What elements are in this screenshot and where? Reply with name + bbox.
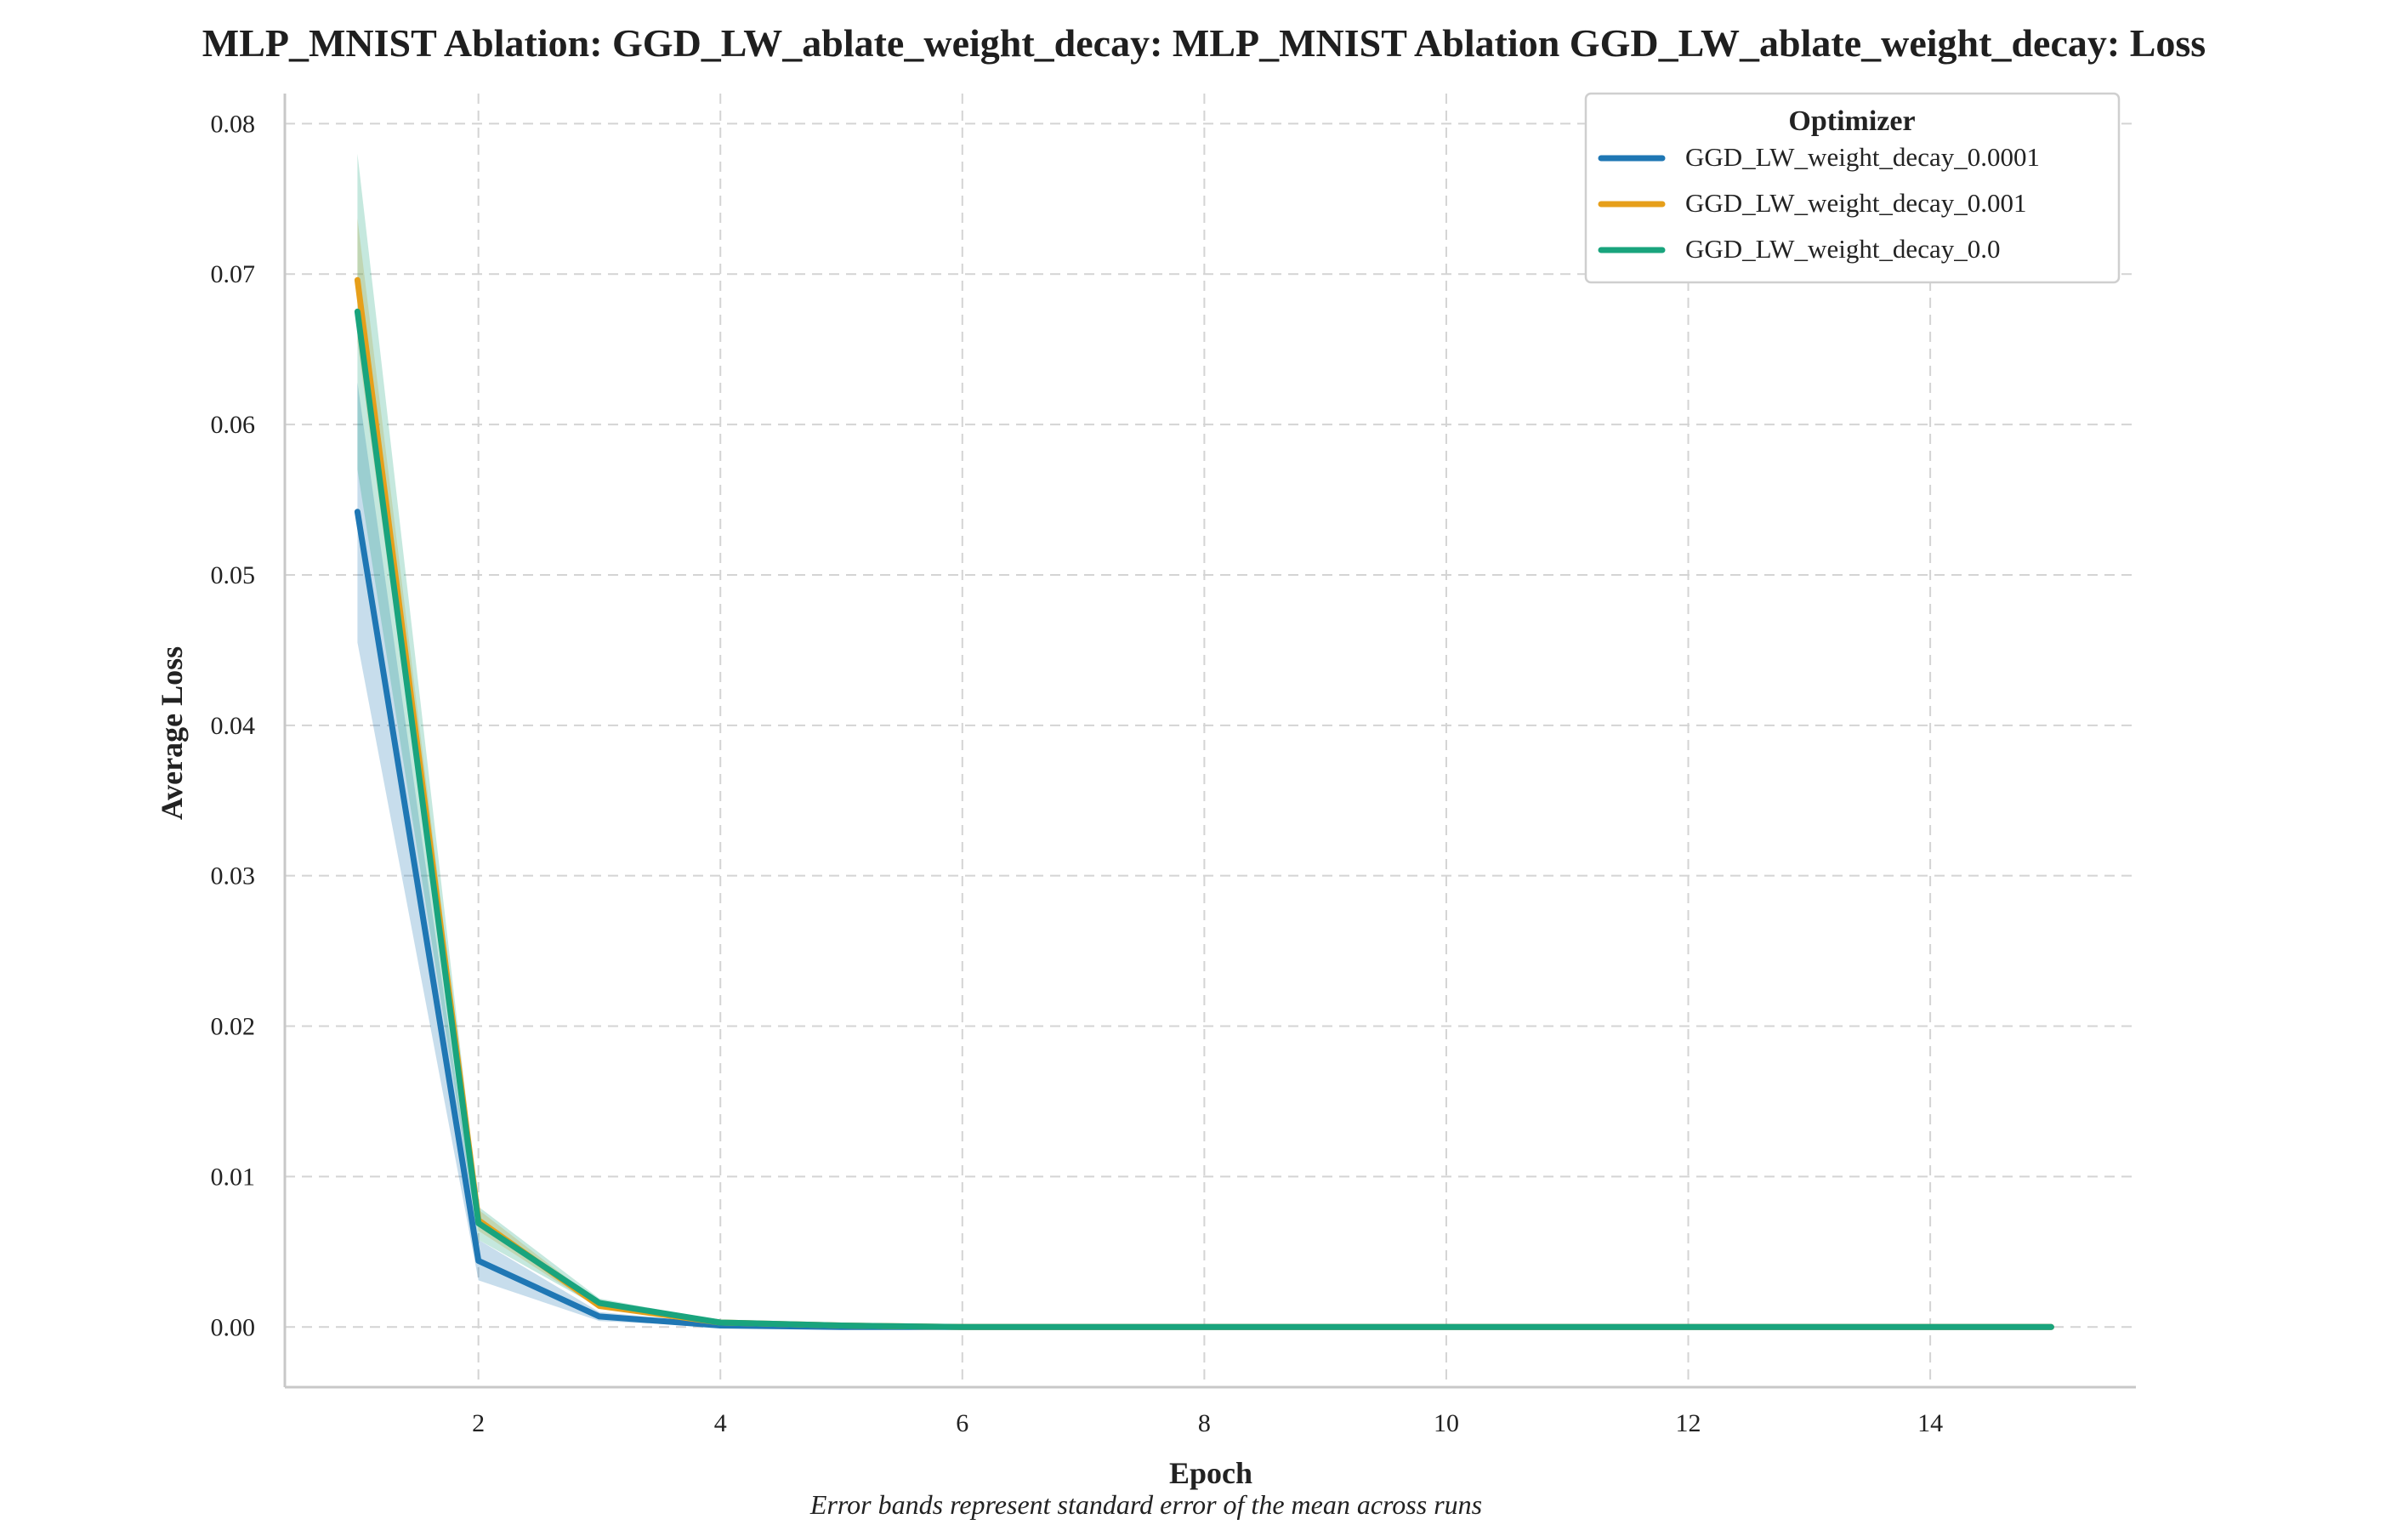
y-tick-label: 0.04 — [211, 712, 256, 740]
y-tick-label: 0.07 — [211, 260, 256, 288]
x-tick-label: 12 — [1676, 1409, 1701, 1437]
y-tick-label: 0.01 — [211, 1163, 256, 1191]
y-tick-label: 0.08 — [211, 110, 256, 138]
legend-label-1: GGD_LW_weight_decay_0.001 — [1685, 188, 2026, 218]
y-tick-label: 0.05 — [211, 561, 256, 589]
series-line-2 — [354, 308, 2054, 1330]
series-lines — [354, 276, 2054, 1330]
legend: Optimizer GGD_LW_weight_decay_0.0001GGD_… — [1584, 92, 2121, 284]
x-axis-label: Epoch — [1169, 1456, 1252, 1490]
chart-title: MLP_MNIST Ablation: GGD_LW_ablate_weight… — [202, 21, 2206, 65]
x-tick-label: 6 — [956, 1409, 968, 1437]
legend-label-2: GGD_LW_weight_decay_0.0 — [1685, 234, 2000, 264]
x-tick-label: 2 — [472, 1409, 485, 1437]
x-tick-label: 4 — [714, 1409, 727, 1437]
x-tick-label: 8 — [1198, 1409, 1211, 1437]
y-tick-label: 0.03 — [211, 862, 256, 890]
x-tick-label: 10 — [1434, 1409, 1459, 1437]
y-tick-label: 0.00 — [211, 1313, 256, 1341]
legend-entries: GGD_LW_weight_decay_0.0001 GGD_LW_weight_… — [1598, 142, 2040, 264]
chart-caption: Error bands represent standard error of … — [809, 1489, 1482, 1520]
x-tick-labels: 2 4 6 8 10 12 14 — [472, 1409, 1943, 1437]
x-tick-label: 14 — [1917, 1409, 1943, 1437]
grid — [285, 94, 2136, 1387]
legend-frame — [1584, 92, 2121, 284]
y-tick-label: 0.02 — [211, 1013, 256, 1041]
legend-label-0: GGD_LW_weight_decay_0.0001 — [1685, 142, 2040, 172]
y-tick-label: 0.06 — [211, 411, 256, 439]
y-tick-labels: 0.00 0.01 0.02 0.03 0.04 0.05 0.06 0.07 0.08 — [211, 110, 256, 1341]
y-axis-label: Average Loss — [155, 646, 189, 820]
legend-title: Optimizer — [1788, 105, 1915, 137]
